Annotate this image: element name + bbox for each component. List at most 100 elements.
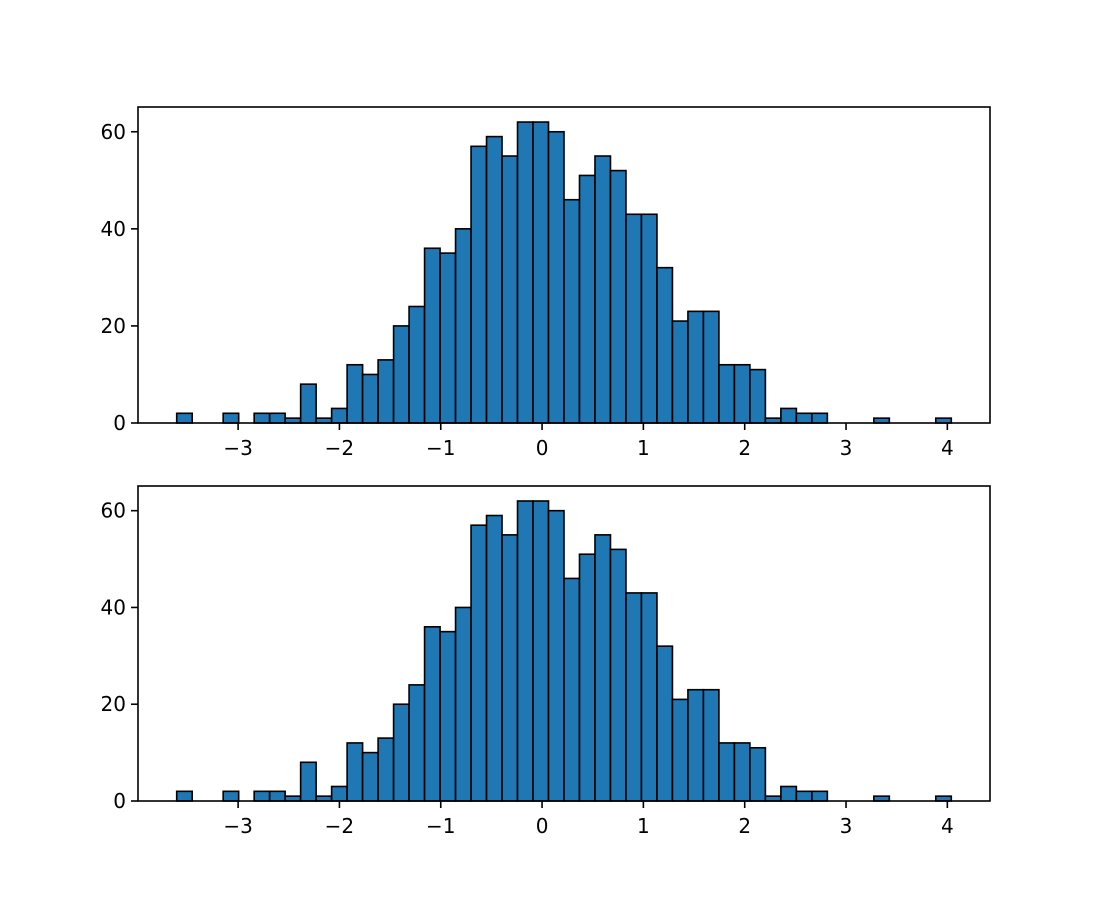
- bar: [718, 363, 736, 424]
- y-tick-label: 20: [101, 314, 126, 338]
- x-tick-label: 1: [637, 436, 650, 460]
- x-tick-label: 4: [941, 814, 954, 838]
- bar: [532, 500, 550, 802]
- x-tick-label: −3: [223, 436, 252, 460]
- bar: [749, 746, 767, 802]
- bar: [733, 363, 751, 424]
- bar: [578, 174, 596, 424]
- x-tick-label: −2: [325, 436, 354, 460]
- bar: [532, 121, 550, 424]
- x-tick-label: 2: [738, 436, 751, 460]
- bar: [470, 524, 488, 802]
- bar: [578, 553, 596, 802]
- bar: [268, 790, 286, 802]
- bar: [687, 688, 705, 802]
- bar: [253, 790, 271, 802]
- bar: [439, 252, 457, 424]
- bar: [516, 500, 534, 802]
- y-tick-label: 40: [101, 217, 126, 241]
- x-tick-label: 0: [536, 436, 549, 460]
- bar: [408, 684, 426, 802]
- axes-frame: [137, 485, 991, 802]
- bar: [718, 742, 736, 802]
- bar: [392, 325, 410, 424]
- x-tick-label: 0: [536, 814, 549, 838]
- y-tick-label: 20: [101, 692, 126, 716]
- bar: [811, 790, 829, 802]
- x-tick-label: 3: [840, 814, 853, 838]
- x-tick-label: −1: [426, 814, 455, 838]
- x-tick-label: 2: [738, 814, 751, 838]
- bar: [361, 373, 379, 424]
- y-tick-label: 60: [101, 499, 126, 523]
- x-tick-label: −2: [325, 814, 354, 838]
- bar: [640, 213, 658, 424]
- bar: [702, 310, 720, 424]
- bar: [330, 785, 348, 802]
- y-tick-label: 0: [113, 411, 126, 435]
- bar: [408, 305, 426, 424]
- bar: [377, 737, 395, 802]
- y-tick-label: 0: [113, 789, 126, 813]
- bar: [299, 383, 317, 424]
- y-tick-label: 60: [101, 120, 126, 144]
- bar: [346, 742, 364, 802]
- x-tick-label: −3: [223, 814, 252, 838]
- axes-frame: [137, 106, 991, 424]
- bar: [609, 169, 627, 424]
- bar: [485, 514, 503, 802]
- bar: [330, 407, 348, 424]
- bar: [671, 698, 689, 802]
- bar: [811, 412, 829, 424]
- bar: [594, 534, 612, 802]
- bar: [299, 761, 317, 802]
- bar: [780, 407, 798, 424]
- bar: [563, 577, 581, 802]
- bar: [625, 213, 643, 424]
- bar: [222, 790, 240, 802]
- bar: [392, 703, 410, 802]
- bar: [547, 509, 565, 802]
- bar: [640, 592, 658, 802]
- bar: [361, 751, 379, 802]
- bar: [702, 688, 720, 802]
- bar: [377, 359, 395, 424]
- x-tick-label: −1: [426, 436, 455, 460]
- bar: [671, 320, 689, 424]
- bar: [253, 412, 271, 424]
- bar: [687, 310, 705, 424]
- bar: [501, 155, 519, 424]
- bar: [547, 130, 565, 424]
- bar: [470, 145, 488, 424]
- bar: [795, 790, 813, 802]
- bar: [733, 742, 751, 802]
- bar: [268, 412, 286, 424]
- bar: [656, 645, 674, 802]
- bar: [625, 592, 643, 802]
- x-tick-label: 3: [840, 436, 853, 460]
- bar: [563, 198, 581, 424]
- bar: [175, 790, 193, 802]
- x-tick-label: 4: [941, 436, 954, 460]
- bar: [439, 630, 457, 802]
- bar: [346, 363, 364, 424]
- bar: [485, 135, 503, 424]
- bar: [609, 548, 627, 802]
- bar: [423, 626, 441, 802]
- bar: [594, 155, 612, 424]
- bar: [175, 412, 193, 424]
- bar: [516, 121, 534, 424]
- bar: [423, 247, 441, 424]
- y-tick-label: 40: [101, 595, 126, 619]
- bar: [795, 412, 813, 424]
- bar: [656, 266, 674, 424]
- bar: [749, 368, 767, 424]
- x-tick-label: 1: [637, 814, 650, 838]
- bar: [222, 412, 240, 424]
- bar: [501, 534, 519, 802]
- bar: [454, 228, 472, 424]
- bar: [454, 606, 472, 802]
